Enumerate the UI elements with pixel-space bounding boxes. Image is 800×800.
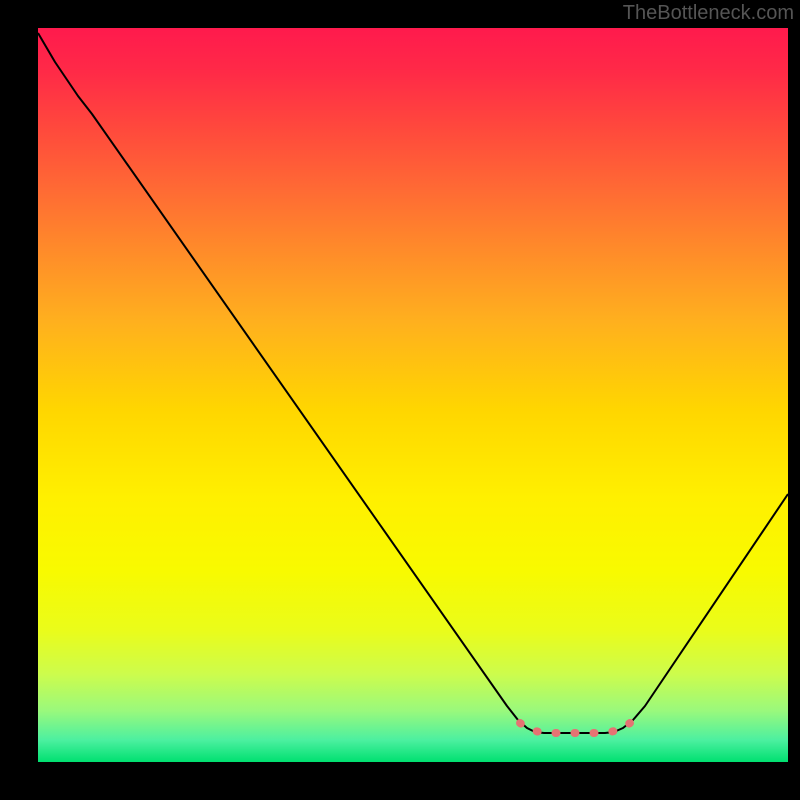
chart-background bbox=[38, 28, 788, 762]
chart-svg bbox=[38, 28, 788, 762]
frame-right bbox=[788, 0, 800, 800]
frame-left bbox=[0, 0, 38, 800]
frame-bottom bbox=[0, 762, 800, 800]
bottleneck-chart bbox=[38, 28, 788, 762]
attribution-label: TheBottleneck.com bbox=[623, 2, 794, 25]
